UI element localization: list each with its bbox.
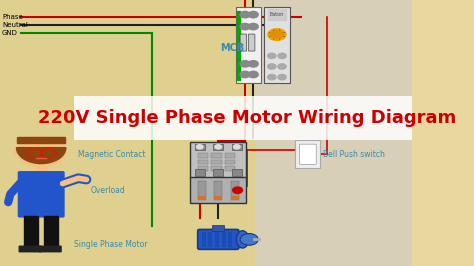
Bar — [221, 232, 226, 247]
Bar — [237, 11, 240, 80]
Bar — [202, 232, 206, 247]
FancyBboxPatch shape — [74, 96, 412, 140]
Circle shape — [248, 71, 258, 78]
Text: MCB: MCB — [220, 43, 245, 53]
Bar — [209, 232, 212, 247]
Circle shape — [268, 64, 276, 69]
Circle shape — [240, 71, 250, 78]
Circle shape — [248, 23, 258, 30]
Bar — [231, 196, 239, 200]
Ellipse shape — [237, 231, 249, 248]
FancyBboxPatch shape — [295, 140, 320, 168]
Bar — [211, 166, 221, 171]
Text: GND: GND — [2, 30, 18, 36]
Circle shape — [215, 145, 221, 149]
Circle shape — [271, 31, 283, 39]
Circle shape — [248, 11, 258, 18]
Bar — [198, 166, 208, 171]
Circle shape — [240, 11, 250, 18]
FancyBboxPatch shape — [240, 34, 246, 51]
Bar — [195, 169, 205, 176]
Bar — [228, 232, 232, 247]
Wedge shape — [17, 148, 66, 164]
Bar — [225, 160, 235, 164]
Bar — [232, 169, 242, 176]
Circle shape — [278, 74, 286, 80]
FancyBboxPatch shape — [18, 246, 42, 252]
Bar — [214, 181, 222, 200]
FancyBboxPatch shape — [190, 177, 246, 203]
FancyBboxPatch shape — [198, 229, 239, 250]
FancyBboxPatch shape — [18, 171, 64, 218]
Circle shape — [248, 61, 258, 67]
Circle shape — [278, 64, 286, 69]
Bar — [24, 216, 38, 247]
Text: Overload: Overload — [91, 186, 125, 195]
FancyBboxPatch shape — [300, 144, 316, 164]
Bar — [212, 226, 225, 231]
Text: Eaton: Eaton — [270, 12, 284, 17]
Text: 220V Single Phase Motor Wiring Diagram: 220V Single Phase Motor Wiring Diagram — [38, 109, 456, 127]
Bar — [214, 196, 222, 200]
Circle shape — [268, 74, 276, 80]
FancyBboxPatch shape — [0, 0, 255, 266]
Text: Neutral: Neutral — [2, 22, 28, 28]
FancyBboxPatch shape — [190, 142, 246, 178]
Bar — [198, 181, 206, 200]
Bar — [198, 196, 206, 200]
Circle shape — [196, 145, 203, 149]
Circle shape — [268, 53, 276, 59]
Text: Bell Push switch: Bell Push switch — [323, 150, 385, 159]
Bar — [195, 144, 205, 150]
FancyBboxPatch shape — [255, 0, 412, 266]
FancyBboxPatch shape — [236, 7, 261, 83]
Text: Magnetic Contact: Magnetic Contact — [78, 150, 146, 159]
Text: Single Phase Motor: Single Phase Motor — [74, 240, 147, 249]
Circle shape — [278, 53, 286, 59]
Circle shape — [17, 136, 65, 167]
FancyBboxPatch shape — [264, 7, 290, 83]
Circle shape — [233, 187, 243, 193]
Bar — [211, 160, 221, 164]
Circle shape — [240, 61, 250, 67]
Bar — [213, 169, 223, 176]
Bar — [198, 160, 208, 164]
Bar — [198, 153, 208, 158]
FancyBboxPatch shape — [39, 246, 62, 252]
Bar — [36, 167, 46, 172]
Bar — [211, 153, 221, 158]
Circle shape — [268, 29, 286, 40]
Bar — [232, 144, 242, 150]
Bar — [231, 181, 239, 200]
Bar — [268, 9, 286, 20]
Circle shape — [240, 234, 258, 245]
Circle shape — [234, 145, 240, 149]
Bar — [213, 144, 223, 150]
Bar — [215, 232, 219, 247]
Bar — [44, 216, 58, 247]
FancyBboxPatch shape — [248, 34, 255, 51]
Bar — [225, 166, 235, 171]
Ellipse shape — [14, 149, 20, 155]
Circle shape — [240, 23, 250, 30]
Text: Phase: Phase — [2, 14, 23, 20]
Bar — [17, 137, 65, 143]
Bar — [225, 153, 235, 158]
